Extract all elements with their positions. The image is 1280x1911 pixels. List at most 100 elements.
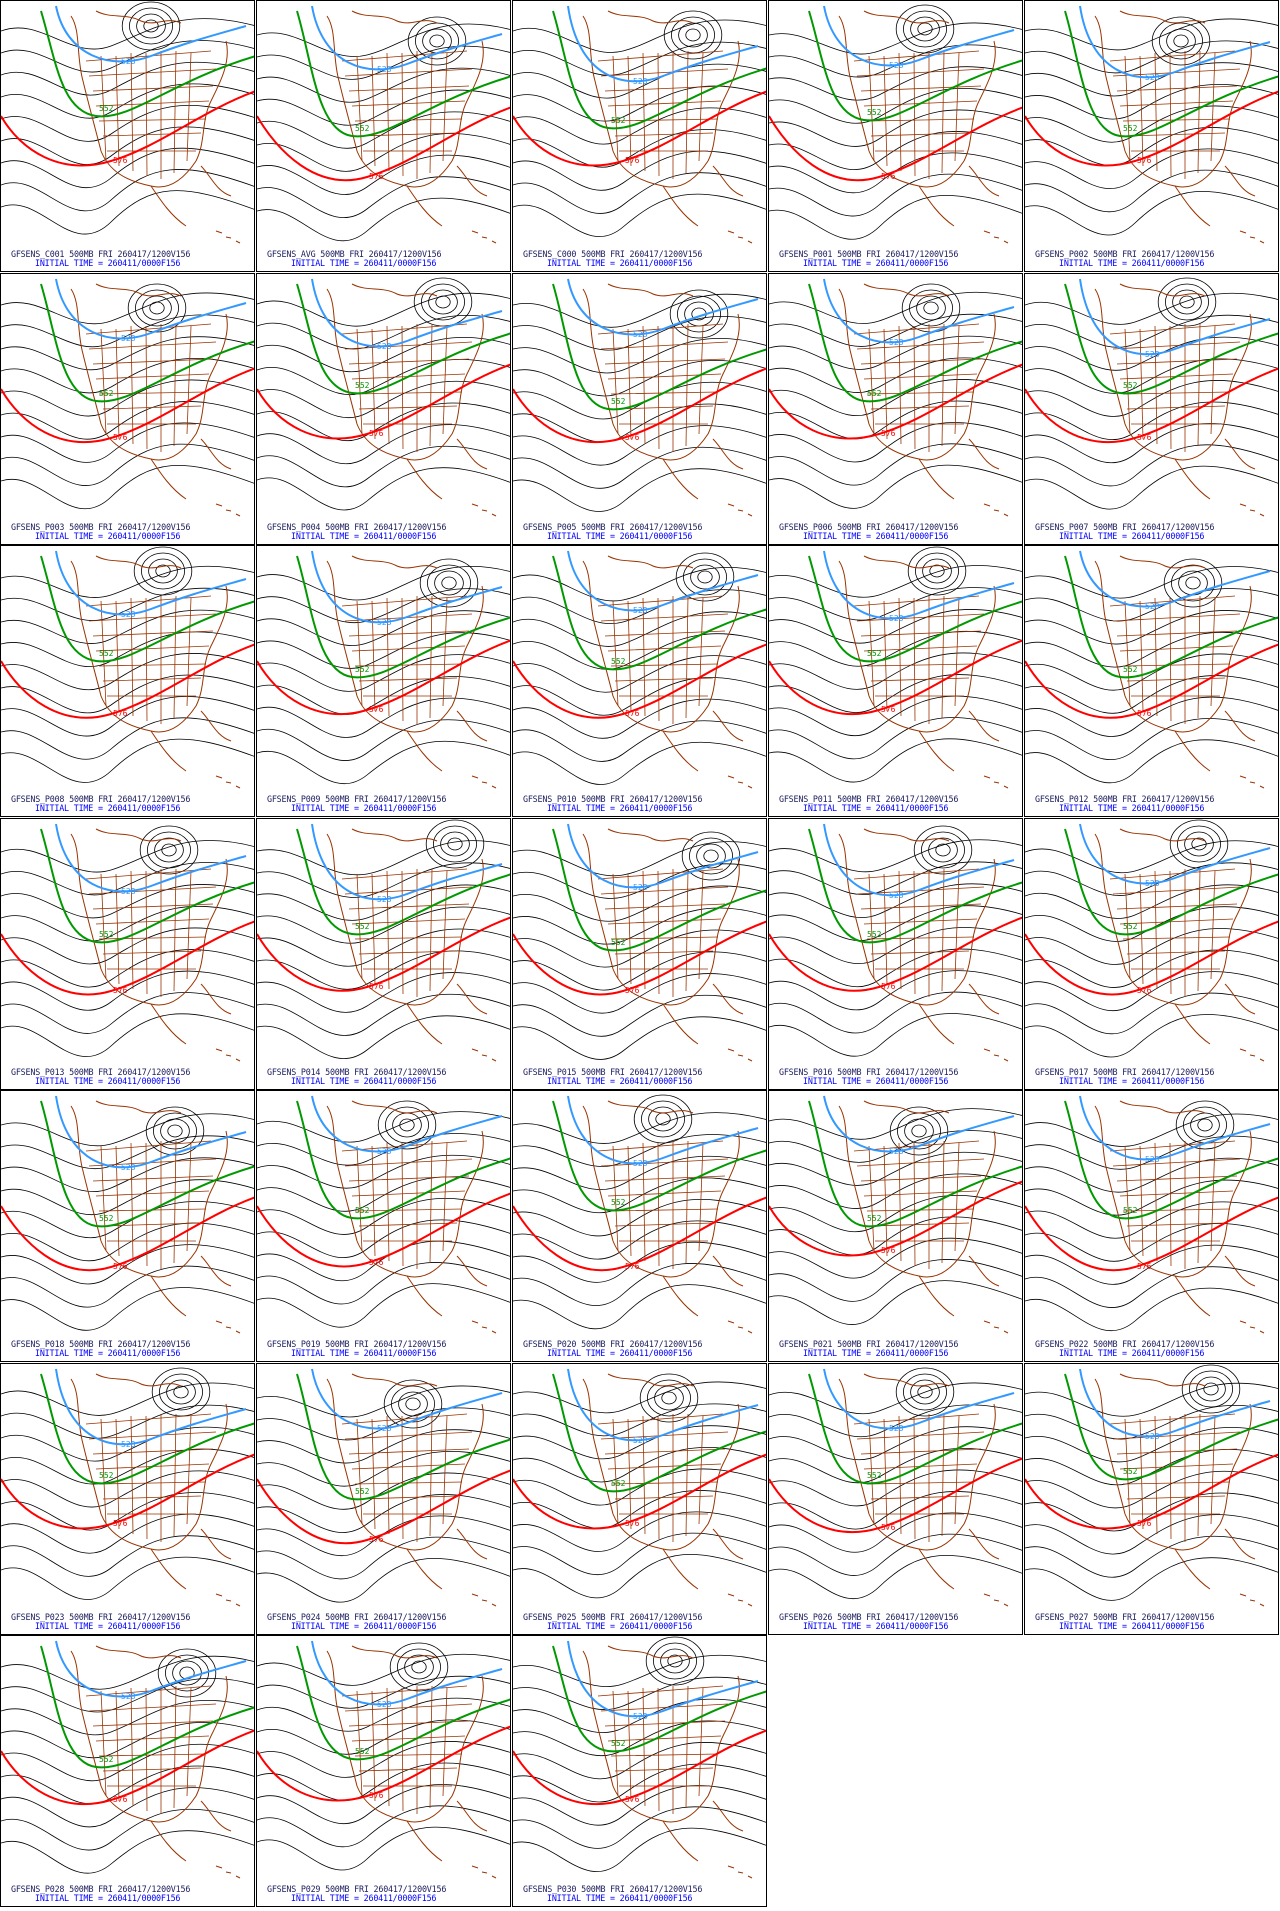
low-center-contour (911, 1124, 927, 1138)
height-contour (513, 862, 766, 899)
contour-576 (1, 1453, 254, 1529)
height-contour (257, 89, 510, 126)
low-center-contour (151, 1367, 211, 1416)
height-contour (1, 565, 254, 598)
height-contour (769, 1108, 1022, 1140)
contour-576 (769, 363, 1022, 439)
height-contour (1025, 839, 1278, 873)
height-contour-map: 528 552 576 (1025, 550, 1278, 789)
panel-title: GFSENS_P006 500MB FRI 260417/1200V156 (779, 521, 959, 532)
height-contour (1025, 588, 1278, 622)
forecast-panel: 528 552 576 GFSENS_P004 500MB FRI 260417/12… (256, 272, 511, 545)
height-contour (513, 467, 766, 512)
height-contour (1, 400, 254, 440)
height-contour (1, 717, 254, 760)
contour-label-552: 552 (1123, 922, 1138, 931)
north-america-basemap (1094, 828, 1265, 1061)
low-center-contour (1175, 1100, 1235, 1150)
height-contour (1, 948, 254, 987)
height-contour (257, 566, 510, 601)
height-contour-map: 528 552 576 (1, 1640, 254, 1879)
height-contour (1025, 1382, 1278, 1417)
low-center-contour (1164, 283, 1209, 320)
height-contour (1, 1808, 254, 1851)
height-contour (513, 1510, 766, 1552)
forecast-panel: 528 552 576 GFSENS_P026 500MB FRI 260417/12… (768, 1362, 1023, 1635)
height-contour (1025, 949, 1278, 988)
height-contour (1025, 718, 1278, 761)
contour-528 (1079, 278, 1271, 355)
contour-576 (769, 1457, 1022, 1533)
height-contour (769, 717, 1022, 760)
height-contour (769, 1237, 1022, 1279)
contour-528 (55, 1095, 247, 1169)
north-america-basemap (838, 555, 1009, 789)
contour-label-552: 552 (611, 657, 626, 666)
height-contour (1, 40, 254, 73)
contour-528 (823, 1368, 1015, 1429)
forecast-panel: 528 552 576 GFSENS_P028 500MB FRI 260417/12… (0, 1635, 255, 1907)
contour-label-576: 576 (1137, 1519, 1152, 1528)
low-center-contour (146, 831, 191, 868)
height-contour (257, 445, 510, 487)
low-center-contour (139, 825, 199, 874)
panel-initial-time: INITIAL TIME = 260411/0000F156 (291, 1075, 437, 1086)
height-contour-map: 528 552 576 (1025, 1364, 1278, 1606)
height-contour (1025, 1470, 1278, 1508)
height-contour (257, 1176, 510, 1212)
forecast-panel: 528 552 576 GFSENS_P016 500MB FRI 260417/12… (768, 817, 1023, 1090)
height-contour (257, 1675, 510, 1709)
height-contour (513, 655, 766, 693)
contour-label-528: 528 (377, 618, 392, 627)
height-contour (513, 172, 766, 214)
contour-label-576: 576 (369, 1535, 384, 1544)
contour-label-576: 576 (881, 1523, 896, 1532)
contour-552 (296, 283, 510, 394)
height-contour (1025, 1201, 1278, 1239)
forecast-panel: 528 552 576 GFSENS_P030 500MB FRI 260417/12… (512, 1635, 767, 1907)
contour-label-552: 552 (867, 108, 882, 117)
height-contour-map: 528 552 576 (1, 1095, 254, 1334)
low-center-contour (164, 1654, 209, 1692)
height-contour (257, 111, 510, 149)
height-contour (1, 905, 254, 941)
low-center-contour (681, 831, 741, 880)
height-contour (1, 464, 254, 509)
low-center-contour (127, 283, 187, 332)
contour-552 (1064, 1373, 1278, 1480)
contour-label-528: 528 (377, 65, 392, 74)
contour-552 (1064, 10, 1278, 138)
contour-576 (1025, 920, 1278, 995)
height-contour (257, 1111, 510, 1143)
contour-576 (1, 920, 254, 995)
forecast-panel: 528 552 576 GFSENS_P008 500MB FRI 260417/12… (0, 545, 255, 817)
low-center-contour (935, 843, 951, 856)
forecast-panel: 528 552 576 GFSENS_P002 500MB FRI 260417/12… (1024, 0, 1279, 272)
contour-label-528: 528 (889, 1424, 904, 1433)
low-center-contour (1166, 28, 1196, 54)
panel-title: GFSENS_P015 500MB FRI 260417/1200V156 (523, 1066, 703, 1077)
height-contour (257, 971, 510, 1013)
contour-576 (1, 1729, 254, 1806)
low-center-contour (1203, 1382, 1219, 1395)
height-contour (513, 589, 766, 624)
contour-576 (1, 90, 254, 167)
height-contour (257, 610, 510, 646)
height-contour (1, 1382, 254, 1416)
height-contour (513, 1827, 766, 1873)
height-contour (1025, 696, 1278, 737)
contour-528 (311, 1640, 503, 1706)
height-contour (1025, 631, 1278, 668)
height-contour (1025, 653, 1278, 691)
contour-576 (1, 643, 254, 719)
height-contour (769, 1173, 1022, 1209)
contour-label-576: 576 (625, 1262, 640, 1271)
height-contour (513, 1806, 766, 1849)
contour-576 (769, 106, 1022, 182)
panel-title: GFSENS_P028 500MB FRI 260417/1200V156 (11, 1884, 191, 1894)
height-contour-map: 528 552 576 (257, 277, 510, 516)
height-contour (257, 292, 510, 327)
low-center-contour (161, 843, 177, 856)
height-contour (257, 675, 510, 715)
height-contour (257, 1262, 510, 1305)
